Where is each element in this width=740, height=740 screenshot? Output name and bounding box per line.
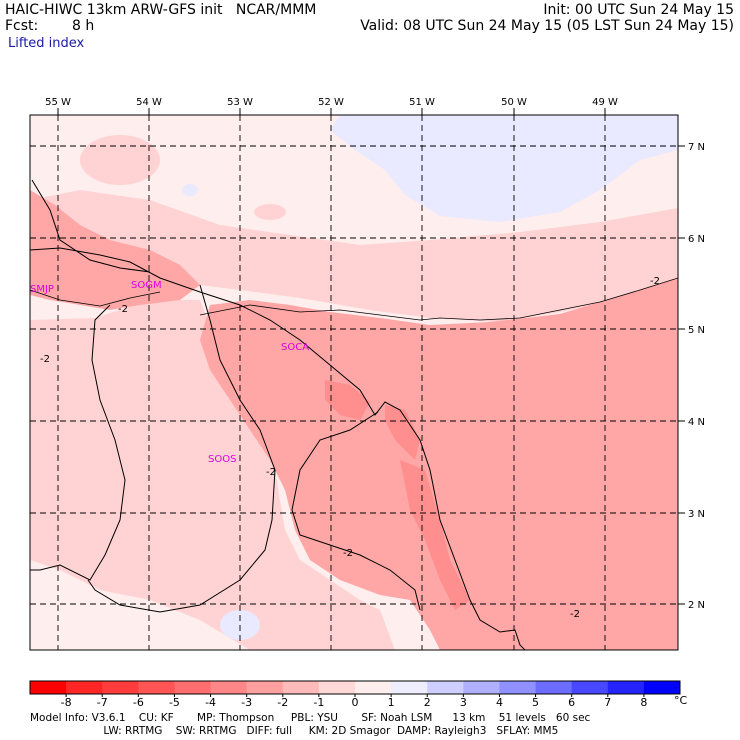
colorbar-swatch (66, 681, 103, 694)
station-label: SOOS (208, 454, 236, 465)
colorbar-tick-label: -1 (313, 696, 324, 709)
shade-region-1-land (30, 300, 395, 650)
forecast-hour: 8 h (72, 18, 95, 34)
map-frame (29, 114, 679, 651)
shade-region-4 (325, 380, 370, 420)
lon-label: 51 W (409, 97, 435, 108)
model-info-line1: Model Info: V3.6.1 CU: KF MP: Thompson P… (30, 712, 591, 724)
shade-region-3-west (30, 190, 200, 310)
valid-time: Valid: 08 UTC Sun 24 May 15 (05 LST Sun … (360, 18, 734, 34)
colorbar-tick-label: -4 (205, 696, 216, 709)
colorbar-ticks: -8 -7 -6 -5 -4 -3 -2 -1 0 1 2 3 4 5 6 7 8 (61, 694, 647, 709)
colorbar-swatch (102, 681, 139, 694)
lon-label: 49 W (592, 97, 618, 108)
colorbar-swatch (607, 681, 645, 694)
top-ticks (57, 108, 606, 115)
colorbar-tick-label: -3 (241, 696, 252, 709)
station-label: SOGM (131, 280, 162, 291)
right-ticks (678, 145, 685, 605)
colorbar-swatch (282, 681, 320, 694)
shade-region-1-small (254, 204, 286, 220)
contour-value-label: -2 (343, 548, 353, 559)
colorbar-tick-label: -7 (97, 696, 108, 709)
shade-region-4c (400, 460, 470, 610)
contour-value-label: -2 (650, 276, 660, 287)
lon-label: 50 W (501, 97, 527, 108)
latitude-labels: 7 N 6 N 5 N 4 N 3 N 2 N (688, 142, 705, 611)
border-suriname-westerly (30, 304, 126, 581)
colorbar-swatch (571, 681, 609, 694)
lat-label: 4 N (688, 417, 705, 428)
colorbar-swatch (138, 681, 175, 694)
colorbar-tick-label: 6 (568, 696, 575, 709)
forecast-label: Fcst: (5, 18, 39, 34)
colorbar-tick-label: 3 (460, 696, 467, 709)
station-label: SMJP (30, 284, 54, 295)
shaded-field (30, 115, 678, 650)
shade-region-4b (385, 405, 420, 460)
contour-line-west (30, 289, 161, 307)
shade-region-3 (200, 278, 678, 650)
lon-label: 54 W (136, 97, 162, 108)
contour-line-north (199, 277, 678, 321)
colorbar-swatch (391, 681, 428, 694)
init-time: Init: 00 UTC Sun 24 May 15 (543, 2, 734, 18)
longitude-labels: 55 W 54 W 53 W 52 W 51 W 50 W 49 W (45, 97, 618, 108)
lat-label: 3 N (688, 509, 705, 520)
lon-label: 53 W (227, 97, 253, 108)
colorbar-swatch (355, 681, 392, 694)
shade-region-blue (330, 115, 678, 222)
graticule (30, 115, 678, 650)
colorbar-tick-label: 8 (640, 696, 647, 709)
contour-value-label: -2 (570, 609, 580, 620)
colorbar-swatch (643, 681, 681, 694)
colorbar-tick-label: -6 (133, 696, 144, 709)
border-guyana-suriname (31, 179, 151, 273)
colorbar (29, 680, 681, 695)
colorbar-swatch (318, 681, 356, 694)
colorbar-swatch (463, 681, 500, 694)
lat-label: 5 N (688, 325, 705, 336)
shade-region-blue-small (182, 184, 198, 196)
colorbar-swatch (246, 681, 284, 694)
station-labels: SMJP SOGM SOCA SOOS (30, 280, 309, 465)
shade-region-1 (30, 190, 678, 322)
contour-labels: -2 -2 -2 -2 -2 -2 -2 (40, 276, 660, 620)
colorbar-swatch (499, 681, 536, 694)
colorbar-swatch (174, 681, 211, 694)
lat-label: 2 N (688, 600, 705, 611)
contours (30, 277, 678, 321)
coastline (30, 247, 526, 650)
contour-value-label: -2 (118, 304, 128, 315)
colorbar-swatch (210, 681, 247, 694)
colorbar-tick-label: -8 (61, 696, 72, 709)
model-title: HAIC-HIWC 13km ARW-GFS init NCAR/MMM (5, 2, 317, 18)
lat-label: 6 N (688, 234, 705, 245)
lon-label: 55 W (45, 97, 71, 108)
colorbar-unit: °C (674, 694, 688, 707)
colorbar-tick-label: 2 (424, 696, 431, 709)
border-frenchguiana-brazil (291, 411, 421, 611)
contour-value-label: -2 (266, 467, 276, 478)
station-label: SOCA (281, 342, 309, 353)
colorbar-tick-label: 5 (532, 696, 539, 709)
border-suriname-frenchguiana (87, 284, 276, 613)
lon-label: 52 W (318, 97, 344, 108)
coastlines-borders (30, 179, 526, 650)
contour-value-label: -2 (40, 354, 50, 365)
lat-label: 7 N (688, 142, 705, 153)
colorbar-tick-label: 0 (352, 696, 359, 709)
field-name: Lifted index (8, 36, 85, 51)
colorbar-tick-label: 7 (604, 696, 611, 709)
colorbar-tick-label: 4 (496, 696, 503, 709)
colorbar-swatch (535, 681, 572, 694)
colorbar-tick-label: -2 (277, 696, 288, 709)
colorbar-swatch (30, 681, 67, 694)
colorbar-tick-label: 1 (388, 696, 395, 709)
model-info-line2: LW: RRTMG SW: RRTMG DIFF: full KM: 2D Sm… (30, 725, 559, 737)
colorbar-tick-label: -5 (169, 696, 180, 709)
shade-region-1-north (80, 135, 160, 185)
colorbar-swatch (427, 681, 464, 694)
